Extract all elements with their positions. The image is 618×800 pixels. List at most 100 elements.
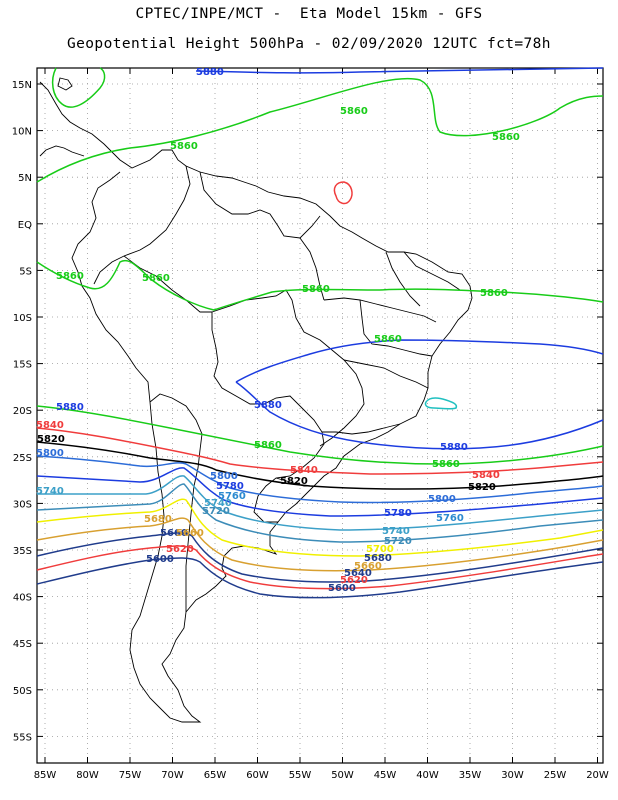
lat-label: 35S bbox=[13, 546, 32, 557]
contour-label-5860-west: 5880 bbox=[56, 402, 84, 413]
contour-label-5620-west: 5620 bbox=[166, 544, 194, 555]
lat-label: 55S bbox=[13, 732, 32, 743]
lon-label: 35W bbox=[459, 770, 482, 781]
contour-label-5780-trough: 5780 bbox=[216, 481, 244, 492]
lat-label: 20S bbox=[13, 406, 32, 417]
lon-label: 85W bbox=[34, 770, 57, 781]
island-1 bbox=[57, 77, 73, 91]
lat-label: 40S bbox=[13, 593, 32, 604]
contour-label-5820-west: 5820 bbox=[37, 434, 65, 445]
lat-label: 25S bbox=[13, 453, 32, 464]
contour-5720 bbox=[36, 483, 604, 543]
lat-label: 30S bbox=[13, 499, 32, 510]
contour-label-5840-east: 5840 bbox=[472, 470, 500, 481]
contour-label-5760-east: 5760 bbox=[436, 513, 464, 524]
map-frame bbox=[36, 67, 604, 764]
border-13 bbox=[322, 423, 401, 435]
lon-label: 40W bbox=[416, 770, 439, 781]
border-4 bbox=[211, 289, 365, 447]
contour-5800 bbox=[36, 455, 604, 504]
contour-5600 bbox=[36, 557, 604, 599]
contour-label-5860-north-east: 5860 bbox=[340, 106, 368, 117]
lon-label: 70W bbox=[161, 770, 184, 781]
mexico-gulf-coast bbox=[39, 145, 85, 157]
contour-label-5780-east: 5780 bbox=[384, 508, 412, 519]
lat-label: 5S bbox=[19, 266, 32, 277]
lon-label: 75W bbox=[119, 770, 142, 781]
contour-label-5800-trough: 5800 bbox=[210, 471, 238, 482]
contour-5860-south bbox=[36, 405, 604, 465]
contour-5840 bbox=[36, 427, 604, 475]
border-9 bbox=[359, 299, 433, 357]
contour-label-5660-andes: 5660 bbox=[176, 528, 204, 539]
lat-label: 50S bbox=[13, 686, 32, 697]
contour-5880-south bbox=[235, 381, 604, 450]
contour-label-5740-trough: 5740 bbox=[204, 498, 232, 509]
contour-label-5880-south: 5880 bbox=[440, 442, 468, 453]
border-11 bbox=[385, 251, 421, 307]
contour-label-5840-center: 5840 bbox=[290, 465, 318, 476]
contour-label-5800-east: 5800 bbox=[428, 494, 456, 505]
contour-5700 bbox=[36, 498, 604, 557]
lon-label: 20W bbox=[586, 770, 609, 781]
lat-label: 15S bbox=[13, 360, 32, 371]
lat-label: 15N bbox=[12, 80, 32, 91]
lat-label: 45S bbox=[13, 639, 32, 650]
contour-label-5880-center: 5860 bbox=[374, 334, 402, 345]
lat-label: EQ bbox=[18, 220, 32, 231]
contour-label-5880-bolivia: 5880 bbox=[254, 400, 282, 411]
contour-label-5660-west: 5660 bbox=[160, 528, 188, 539]
contour-5880-north bbox=[195, 67, 604, 74]
contour-5620 bbox=[36, 545, 604, 590]
contour-label-5860-equator-center: 5860 bbox=[302, 284, 330, 295]
contour-5860-loop bbox=[51, 67, 106, 108]
contour-label-5660-east: 5660 bbox=[354, 561, 382, 572]
border-5 bbox=[211, 312, 325, 523]
lon-label: 65W bbox=[204, 770, 227, 781]
contour-5880-center bbox=[235, 339, 604, 383]
contour-5660 bbox=[36, 532, 604, 583]
border-8 bbox=[323, 297, 437, 323]
contour-label-5860-far-east: 5860 bbox=[480, 288, 508, 299]
contour-label-5680-west: 5680 bbox=[144, 514, 172, 525]
lon-label: 60W bbox=[246, 770, 269, 781]
contour-label-5760-trough: 5760 bbox=[218, 491, 246, 502]
lon-label: 80W bbox=[76, 770, 99, 781]
contour-label-5740-east: 5740 bbox=[382, 526, 410, 537]
map-title-line-1: CPTEC/INPE/MCT - Eta Model 15km - GFS bbox=[135, 6, 483, 22]
lat-label: 10N bbox=[12, 127, 32, 138]
contour-5680 bbox=[36, 517, 604, 572]
longitude-labels: 85W 80W 75W 70W 65W 60W 55W 50W 45W 40W 35W 30W 25W 2… bbox=[34, 770, 609, 781]
contour-5820 bbox=[36, 441, 604, 490]
contour-small-red-loop bbox=[333, 181, 353, 205]
contour-label-5820-center: 5820 bbox=[280, 476, 308, 487]
contour-label-5860-paraguay: 5860 bbox=[254, 440, 282, 451]
lat-lon-grid bbox=[37, 68, 603, 763]
lon-label: 30W bbox=[501, 770, 524, 781]
contour-label-5640-east: 5640 bbox=[344, 568, 372, 579]
coastlines bbox=[39, 77, 473, 723]
contour-labels: 5880 5860 5860 5860 5860 5860 5860 5860 … bbox=[36, 67, 520, 594]
contour-label-5860-north-west: 5860 bbox=[170, 141, 198, 152]
border-3 bbox=[123, 255, 212, 313]
contour-5740 bbox=[37, 475, 604, 531]
lon-label: 45W bbox=[374, 770, 397, 781]
contour-label-5700-east: 5700 bbox=[366, 544, 394, 555]
contour-5860-equator bbox=[36, 259, 604, 311]
contour-label-5860-equator-mid: 5860 bbox=[142, 273, 170, 284]
contour-label-5860-east: 5860 bbox=[432, 459, 460, 470]
contour-label-5740-west: 5740 bbox=[36, 486, 64, 497]
contour-label-5720-east: 5720 bbox=[384, 536, 412, 547]
contour-label-5680-east: 5680 bbox=[364, 553, 392, 564]
border-10 bbox=[343, 359, 429, 389]
contour-label-5720-trough: 5720 bbox=[202, 506, 230, 517]
contour-5860-north bbox=[36, 77, 604, 183]
border-12 bbox=[403, 251, 461, 291]
map-title-line-2: Geopotential Height 500hPa - 02/09/2020 … bbox=[67, 36, 551, 52]
latitude-labels: 15N 10N 5N EQ 5S 10S 15S 20S 25S 30S 35S 40S 45S 50S 5… bbox=[12, 80, 32, 743]
border-7 bbox=[299, 237, 325, 301]
contour-label-5880-north: 5880 bbox=[196, 67, 224, 78]
lon-label: 55W bbox=[289, 770, 312, 781]
contour-lines bbox=[36, 67, 604, 599]
